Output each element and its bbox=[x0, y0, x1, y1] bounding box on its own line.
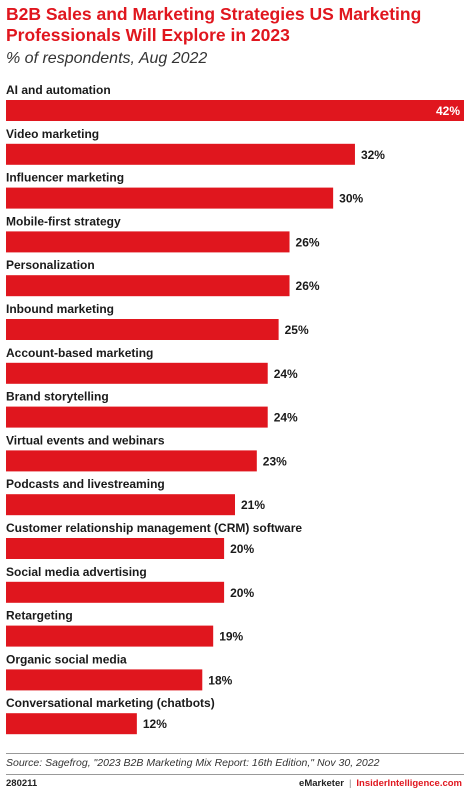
site-link[interactable]: InsiderIntelligence.com bbox=[356, 778, 462, 789]
bar-chart: AI and automation 42% Video marketing 32% In… bbox=[6, 83, 464, 735]
category-label: Account-based marketing bbox=[6, 346, 153, 360]
value-label: 42% bbox=[436, 104, 460, 118]
category-label: AI and automation bbox=[6, 83, 111, 97]
value-label: 20% bbox=[230, 542, 254, 556]
value-label: 26% bbox=[296, 279, 320, 293]
brand-separator: | bbox=[348, 778, 352, 789]
value-label: 30% bbox=[339, 192, 363, 206]
bar bbox=[6, 100, 464, 121]
value-label: 32% bbox=[361, 148, 385, 162]
value-label: 19% bbox=[219, 630, 243, 644]
value-label: 26% bbox=[296, 235, 320, 249]
brand-name: eMarketer bbox=[299, 778, 344, 789]
category-label: Podcasts and livestreaming bbox=[6, 477, 165, 491]
category-label: Video marketing bbox=[6, 127, 99, 141]
bar bbox=[6, 625, 214, 647]
bar bbox=[6, 231, 290, 253]
bar bbox=[6, 406, 268, 428]
bar bbox=[6, 581, 225, 603]
value-label: 18% bbox=[208, 673, 232, 687]
category-label: Virtual events and webinars bbox=[6, 433, 165, 447]
chart-title: B2B Sales and Marketing Strategies US Ma… bbox=[6, 4, 422, 45]
footer-brand: eMarketer | InsiderIntelligence.com bbox=[299, 778, 462, 789]
chart-subtitle: % of respondents, Aug 2022 bbox=[6, 50, 208, 67]
bar bbox=[6, 494, 235, 516]
bar bbox=[6, 275, 290, 297]
value-label: 23% bbox=[263, 454, 287, 468]
bar bbox=[6, 669, 203, 691]
value-label: 25% bbox=[285, 323, 309, 337]
bar bbox=[6, 713, 137, 735]
bar bbox=[6, 143, 355, 165]
bar bbox=[6, 362, 268, 384]
value-label: 21% bbox=[241, 498, 265, 512]
chart-id: 280211 bbox=[6, 778, 38, 789]
category-label: Inbound marketing bbox=[6, 302, 114, 316]
source-note: Source: Sagefrog, "2023 B2B Marketing Mi… bbox=[6, 757, 380, 769]
category-label: Mobile-first strategy bbox=[6, 214, 121, 228]
value-label: 24% bbox=[274, 367, 298, 381]
footer-divider-bottom bbox=[6, 774, 464, 775]
value-label: 20% bbox=[230, 586, 254, 600]
bar bbox=[6, 187, 334, 209]
bar bbox=[6, 319, 279, 340]
category-label: Influencer marketing bbox=[6, 171, 124, 185]
category-label: Personalization bbox=[6, 258, 95, 272]
value-label: 12% bbox=[143, 717, 167, 731]
category-label: Organic social media bbox=[6, 652, 127, 666]
value-label: 24% bbox=[274, 411, 298, 425]
bar bbox=[6, 538, 225, 559]
bar bbox=[6, 450, 257, 472]
category-label: Retargeting bbox=[6, 609, 73, 623]
category-label: Social media advertising bbox=[6, 565, 147, 579]
footer-divider bbox=[6, 753, 464, 754]
category-label: Brand storytelling bbox=[6, 390, 109, 404]
category-label: Customer relationship management (CRM) s… bbox=[6, 521, 302, 535]
category-label: Conversational marketing (chatbots) bbox=[6, 696, 215, 710]
